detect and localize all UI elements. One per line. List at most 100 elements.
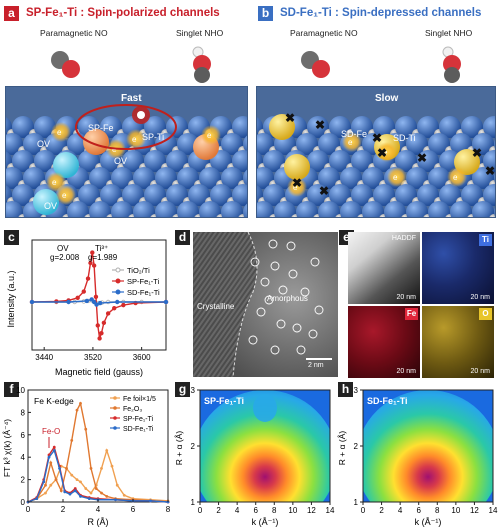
lattice-ti-atom	[257, 201, 274, 217]
single-atom-marker	[270, 261, 280, 271]
electron-label: e	[293, 183, 298, 192]
x-tick-label: 3600	[133, 353, 151, 362]
blocked-x-mark: ✖	[285, 111, 295, 125]
lattice-ti-atom	[395, 116, 417, 138]
panel-b-tag: b	[258, 6, 273, 21]
panel-a-fast-label: Fast	[121, 93, 142, 104]
exafs-point	[75, 408, 79, 412]
panel-c-ov-label: OV	[57, 244, 69, 253]
panel-c-ylabel: Intensity (a.u.)	[6, 270, 16, 327]
epr-point	[75, 295, 80, 301]
dopant-atom	[53, 152, 79, 178]
electron-label: e	[132, 135, 137, 144]
lattice-ti-atom	[199, 167, 221, 189]
panel-d-scale-bar	[306, 358, 332, 360]
lattice-ti-atom	[100, 184, 122, 206]
lattice-ti-atom	[122, 184, 144, 206]
panel-h-ylabel: R + α (Å)	[337, 431, 347, 466]
lattice-ti-atom	[417, 116, 439, 138]
exafs-point	[75, 478, 79, 481]
lattice-ti-atom	[483, 184, 495, 206]
x-tick-label: 2	[379, 506, 384, 515]
lattice-ti-atom	[166, 150, 188, 172]
y-tick-label: 1	[191, 498, 196, 507]
lattice-ti-atom	[177, 167, 199, 189]
lattice-ti-atom	[133, 201, 155, 217]
panel-e-fe-tag: Fe	[405, 308, 418, 320]
exafs-point	[100, 491, 103, 495]
lattice-ti-atom	[329, 116, 351, 138]
x-tick-label: 2	[61, 505, 66, 514]
exafs-point	[84, 487, 88, 490]
blocked-x-mark: ✖	[319, 184, 329, 198]
electron-label: e	[52, 178, 57, 187]
lattice-ti-atom	[199, 201, 221, 217]
x-tick-label: 12	[470, 506, 479, 515]
lattice-ti-atom	[12, 184, 34, 206]
legend-label: Fe foil×1/5	[123, 396, 156, 403]
x-tick-label: 8	[166, 505, 171, 514]
lattice-ti-atom	[406, 167, 428, 189]
blocked-x-mark: ✖	[292, 176, 302, 190]
panel-a-sp-ti-label: SP-Ti	[142, 132, 165, 142]
epr-point	[115, 299, 120, 305]
lattice-ti-atom	[428, 167, 450, 189]
legend-marker	[115, 278, 121, 284]
single-atom-marker	[308, 329, 318, 339]
exafs-point	[149, 499, 152, 503]
electron-glow	[56, 185, 76, 205]
lattice-ti-atom	[307, 184, 329, 206]
lattice-ti-atom	[439, 184, 461, 206]
electron-glow	[387, 167, 407, 187]
lattice-ti-atom	[417, 150, 439, 172]
y-tick-label: 3	[191, 386, 196, 395]
single-atom-marker	[288, 269, 298, 279]
panel-a-title: SP-Fe₁-Ti : Spin-polarized channels	[26, 7, 220, 19]
epr-point	[84, 298, 90, 304]
blocked-x-mark: ✖	[485, 164, 495, 178]
exafs-point	[105, 449, 109, 452]
exafs-point	[52, 449, 56, 452]
legend-label: SP-Fe₁-Ti	[123, 416, 154, 423]
lattice-ti-atom	[461, 116, 483, 138]
lattice-ti-atom	[406, 133, 428, 155]
lattice-ti-atom	[232, 116, 247, 138]
exafs-point	[44, 483, 47, 487]
panel-g-series-label: SP-Fe₁-Ti	[204, 396, 244, 406]
electron-label: e	[62, 191, 67, 200]
panel-c-tag: c	[4, 230, 19, 245]
y-tick-label: 2	[191, 442, 196, 451]
lattice-ti-atom	[23, 133, 45, 155]
exafs-point	[79, 402, 82, 405]
lattice-ti-atom	[34, 116, 56, 138]
lattice-ti-atom	[23, 167, 45, 189]
single-atom-marker	[278, 285, 288, 295]
electron-label: e	[453, 173, 458, 182]
single-atom-marker	[264, 295, 274, 305]
panel-g-ylabel: R + α (Å)	[174, 431, 184, 466]
dopant-atom	[284, 154, 310, 180]
single-atom-marker	[314, 305, 324, 315]
panel-c-ti-label: Ti³⁺	[95, 244, 108, 253]
exafs-point	[44, 491, 47, 495]
y-tick-label: 2	[354, 442, 359, 451]
lattice-ti-atom	[243, 135, 247, 153]
single-atom-marker	[270, 345, 280, 355]
lattice-ti-atom	[472, 201, 494, 217]
exafs-point	[70, 473, 74, 477]
exafs-point	[73, 487, 77, 490]
legend-marker	[113, 396, 117, 400]
blocked-x-mark: ✖	[417, 151, 427, 165]
x-tick-label: 4	[398, 506, 403, 515]
epr-point	[85, 276, 91, 281]
electron-label: e	[112, 145, 117, 154]
x-tick-label: 8	[272, 506, 277, 515]
y-tick-label: 2	[21, 476, 26, 485]
x-tick-label: 8	[435, 506, 440, 515]
lattice-ti-atom	[67, 201, 89, 217]
lattice-ti-atom	[351, 116, 373, 138]
lattice-ti-atom	[296, 201, 318, 217]
legend-marker	[115, 267, 121, 273]
epr-point	[81, 289, 86, 294]
exafs-point	[79, 480, 82, 484]
